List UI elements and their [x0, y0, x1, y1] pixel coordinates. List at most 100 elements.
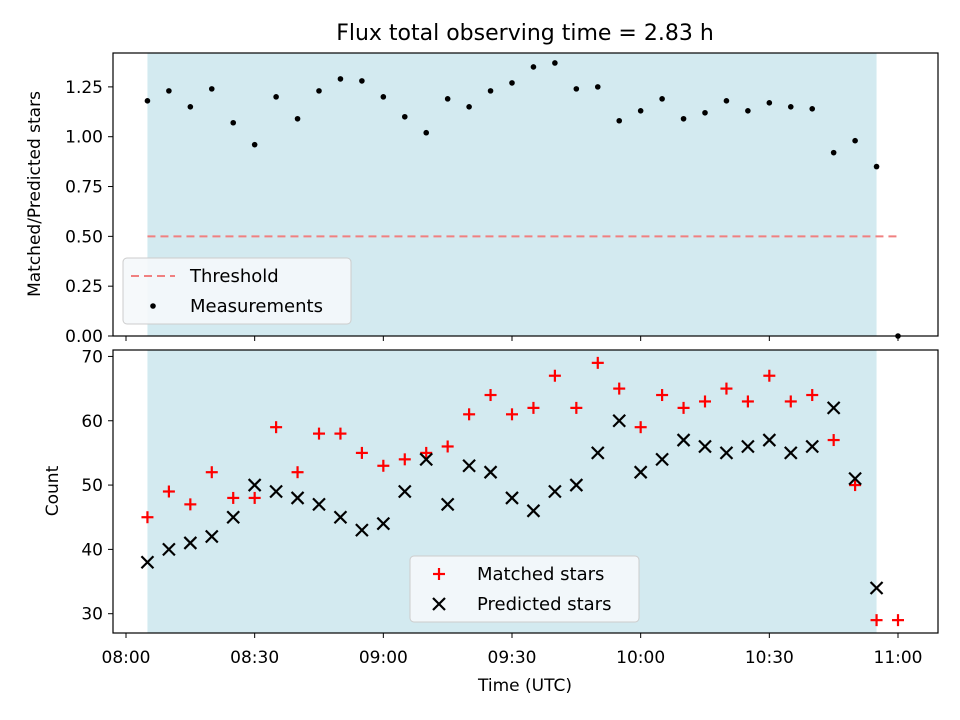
matched-stars-point [205, 466, 218, 479]
measurement-point [745, 107, 751, 114]
matched-stars-point [441, 440, 454, 453]
matched-stars-point [463, 408, 476, 421]
predicted-stars-point [397, 484, 412, 499]
matched-stars-point [313, 427, 325, 440]
matched-stars-point [806, 389, 819, 402]
matched-stars-point [484, 389, 497, 402]
top-legend: Threshold Measurements [122, 257, 352, 325]
measurement-point [466, 104, 472, 110]
x-tick-label: 09:00 [359, 648, 408, 668]
predicted-stars-point [140, 555, 155, 570]
measurement-point [702, 109, 708, 116]
bottom-panel: Count Time (UTC) 30 40 50 60 70 08:00 08:30 09… [43, 347, 939, 696]
matched-stars-point [184, 498, 197, 511]
predicted-stars-point [269, 484, 283, 499]
matched-stars-point [334, 427, 347, 440]
measurement-point [316, 88, 322, 94]
matched-stars-point [613, 382, 626, 395]
matched-stars-point [763, 369, 776, 382]
x-tick-label: 11:00 [874, 648, 923, 668]
predicted-stars-point [741, 439, 755, 454]
predicted-stars-point [247, 478, 262, 492]
predicted-stars-point [590, 446, 605, 460]
measurement-point [873, 163, 880, 170]
y-tick-label: 70 [81, 347, 103, 367]
legend-measurements-swatch [150, 303, 156, 309]
predicted-stars-point [848, 471, 862, 486]
x-tick-label: 10:00 [616, 648, 665, 668]
bottom-legend: Matched stars Predicted stars [409, 555, 640, 623]
measurement-point [530, 64, 537, 70]
x-tick-label: 10:30 [745, 648, 794, 668]
measurement-point [401, 113, 408, 120]
predicted-stars-point [333, 510, 348, 525]
measurement-point [637, 107, 644, 114]
predicted-stars-point [355, 523, 369, 537]
predicted-stars-point [462, 458, 476, 473]
legend-threshold-label: Threshold [189, 266, 279, 287]
measurement-point [723, 98, 730, 104]
predicted-stars-point [826, 401, 841, 415]
measurement-point [380, 94, 387, 100]
matched-stars-point [870, 614, 883, 627]
matched-stars-point [248, 491, 261, 504]
predicted-stars-point [226, 510, 241, 525]
matched-stars-point [506, 408, 518, 421]
predicted-stars-point [719, 446, 734, 460]
x-axis-label: Time (UTC) [477, 676, 572, 696]
measurement-point [659, 96, 665, 102]
predicted-stars-point [698, 439, 712, 454]
matched-stars-point [699, 395, 711, 408]
measurement-point [251, 141, 258, 148]
matched-stars-point [377, 459, 390, 472]
y-tick-label: 0.25 [65, 277, 103, 297]
measurement-point [830, 149, 837, 156]
measurement-point [359, 78, 365, 84]
measurement-point [616, 117, 623, 124]
measurement-point [680, 115, 687, 122]
measurement-point [573, 86, 580, 92]
measurement-point [294, 115, 301, 122]
matched-stars-point [227, 491, 240, 504]
predicted-stars-point [805, 439, 820, 454]
matched-stars-point [784, 395, 797, 408]
top-y-axis-label: Matched/Predicted stars [25, 91, 45, 297]
predicted-stars-point [419, 452, 434, 467]
legend-matched-label: Matched stars [477, 564, 604, 585]
predicted-stars-point [312, 497, 326, 512]
measurement-point [852, 137, 858, 144]
matched-stars-point [527, 401, 540, 414]
measurement-point [230, 119, 237, 126]
predicted-stars-point [183, 536, 198, 550]
matched-stars-point [849, 479, 862, 492]
measurement-point [509, 80, 515, 86]
y-tick-label: 0.75 [65, 178, 103, 198]
predicted-stars-point [569, 478, 584, 492]
measurement-point [552, 60, 558, 66]
measurement-point [144, 98, 151, 104]
y-tick-label: 0.00 [65, 327, 103, 347]
y-tick-label: 30 [81, 605, 103, 625]
predicted-stars-point [869, 581, 884, 595]
legend-matched-swatch [433, 568, 445, 580]
predicted-stars-point [440, 497, 455, 512]
bottom-plot-frame [112, 349, 939, 634]
predicted-stars-point [762, 433, 777, 447]
y-tick-label: 50 [81, 476, 103, 496]
matched-stars-point [720, 382, 733, 395]
chart-title: Flux total observing time = 2.83 h [336, 21, 714, 46]
measurement-point [594, 84, 601, 90]
measurement-point [208, 86, 215, 92]
matched-stars-point [892, 614, 904, 627]
matched-stars-point [656, 389, 669, 402]
measurement-point [423, 129, 430, 136]
measurement-point [787, 104, 794, 110]
matched-stars-point [141, 511, 154, 524]
matched-stars-point [291, 466, 304, 479]
predicted-stars-point [505, 491, 519, 505]
measurement-point [766, 100, 773, 106]
measurement-point [487, 88, 494, 94]
predicted-stars-point [483, 465, 498, 479]
x-tick-label: 09:30 [488, 648, 537, 668]
legend-predicted-label: Predicted stars [477, 594, 611, 615]
